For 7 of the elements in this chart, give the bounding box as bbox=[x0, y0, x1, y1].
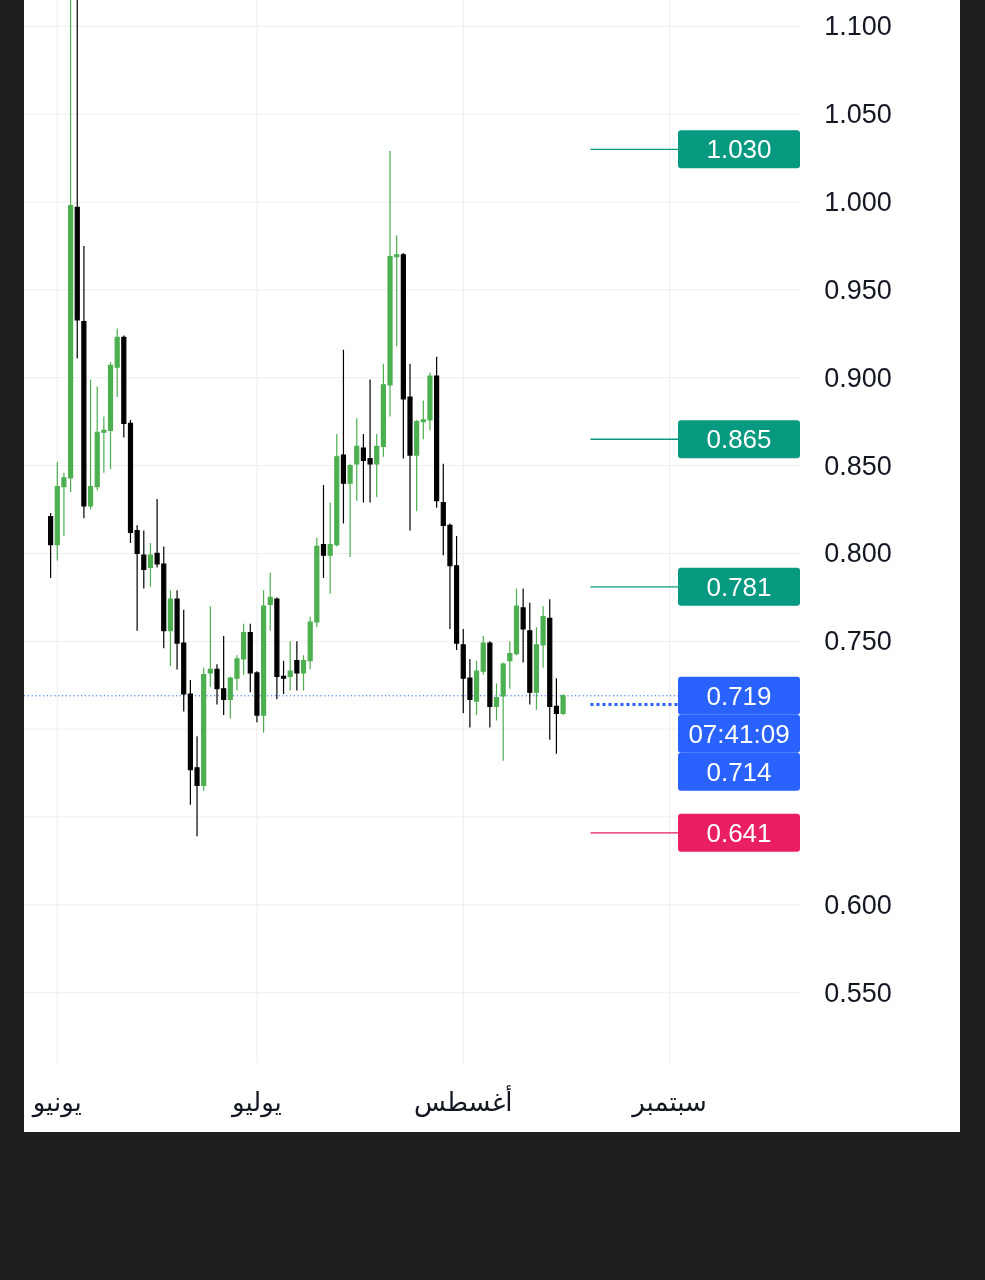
ref-line-label: 0.781 bbox=[706, 571, 772, 602]
ref-line-label: 0.719 bbox=[706, 680, 772, 711]
ref-line-label: 0.865 bbox=[706, 424, 772, 455]
annotation: 07:41:09 bbox=[688, 718, 790, 749]
legend-label: 0.714 bbox=[706, 756, 772, 787]
ref-line-label: 1.030 bbox=[706, 134, 772, 165]
ref-line-label: 0.641 bbox=[706, 817, 772, 848]
